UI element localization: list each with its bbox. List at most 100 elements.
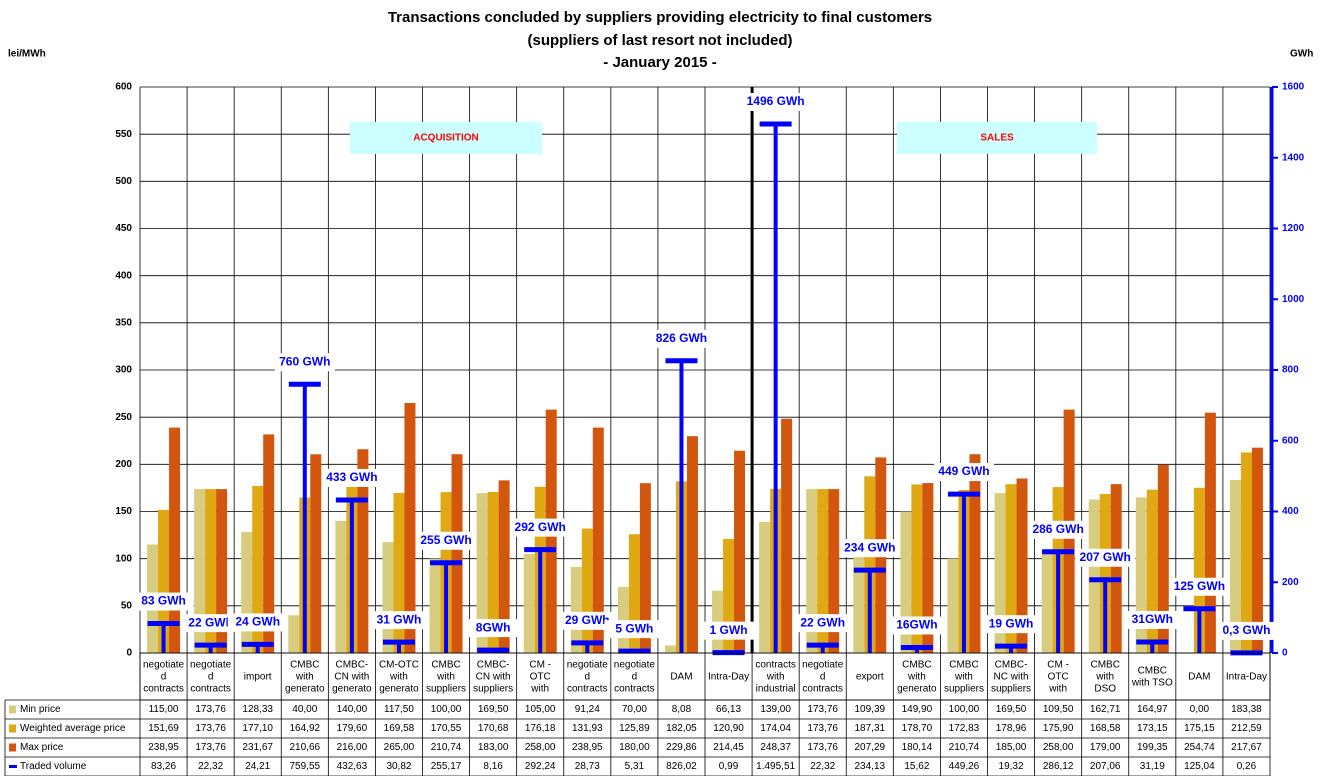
price-bar bbox=[806, 489, 818, 653]
volume-label-bg bbox=[368, 611, 429, 630]
annotation-box bbox=[350, 122, 542, 154]
table-cell: 175,90 bbox=[1043, 723, 1074, 734]
table-cell: 131,93 bbox=[572, 723, 603, 734]
price-bar bbox=[404, 403, 416, 653]
table-cell: 70,00 bbox=[622, 704, 647, 715]
table-cell: 207,06 bbox=[1090, 761, 1121, 772]
table-cell: 125,04 bbox=[1184, 761, 1215, 772]
volume-label-bg bbox=[1216, 621, 1277, 640]
x-tick-label: negotiate d contracts bbox=[614, 659, 656, 694]
volume-label-bg bbox=[227, 613, 288, 632]
table-cell: 24,21 bbox=[245, 761, 270, 772]
volume-label: 22 GWh bbox=[188, 615, 233, 629]
table-cell: 8,16 bbox=[483, 761, 503, 772]
volume-label-bg bbox=[1169, 577, 1230, 596]
volume-label-bg bbox=[416, 531, 477, 550]
volume-label: 22 GWh bbox=[800, 615, 845, 629]
price-bar bbox=[864, 476, 876, 653]
table-cell: 432,63 bbox=[337, 761, 368, 772]
price-bar bbox=[828, 489, 840, 653]
x-tick-label: negotiate d contracts bbox=[567, 659, 609, 694]
table-cell: 168,58 bbox=[1090, 723, 1121, 734]
volume-label-bg bbox=[510, 518, 571, 537]
y2-tick-label: 1000 bbox=[1282, 294, 1305, 305]
price-bar bbox=[357, 449, 369, 653]
volume-label-bg bbox=[557, 611, 618, 630]
y2-tick-label: 1600 bbox=[1282, 82, 1305, 93]
price-bar bbox=[853, 549, 865, 653]
price-bar bbox=[1157, 464, 1169, 653]
x-tick-label: Intra-Day bbox=[708, 671, 749, 682]
x-tick-label: CM-OTC with generato bbox=[379, 659, 419, 694]
price-bar bbox=[158, 509, 170, 653]
price-bar bbox=[994, 493, 1006, 653]
x-tick-label: CMBC with DSO bbox=[1090, 659, 1119, 694]
chart-subtitle: (suppliers of last resort not included) bbox=[527, 32, 792, 49]
price-bar bbox=[382, 542, 394, 653]
table-cell: 5,31 bbox=[625, 761, 645, 772]
y-tick-label: 150 bbox=[115, 506, 132, 517]
price-bar bbox=[252, 485, 264, 653]
table-cell: 174,04 bbox=[760, 723, 791, 734]
table-cell: 187,31 bbox=[854, 723, 885, 734]
x-tick-label: CMBC with TSO bbox=[1131, 665, 1173, 688]
x-tick-label: CMBC-CN with generato bbox=[332, 659, 372, 694]
table-cell: 115,00 bbox=[149, 704, 179, 715]
volume-label: 83 GWh bbox=[141, 594, 186, 608]
price-bar bbox=[1016, 478, 1028, 653]
price-bar bbox=[1099, 493, 1111, 653]
table-cell: 100,00 bbox=[431, 704, 462, 715]
y-tick-label: 200 bbox=[115, 459, 132, 470]
legend-label: Traded volume bbox=[20, 761, 87, 772]
volume-label-bg bbox=[933, 463, 994, 482]
price-bar bbox=[1193, 487, 1205, 653]
y-tick-label: 0 bbox=[126, 648, 132, 659]
y2-tick-label: 200 bbox=[1282, 577, 1299, 588]
table-cell: 180,14 bbox=[902, 742, 933, 753]
table-cell: 759,55 bbox=[289, 761, 320, 772]
price-bar bbox=[817, 489, 829, 653]
volume-label: 826 GWh bbox=[656, 331, 707, 345]
table-cell: 128,33 bbox=[242, 704, 273, 715]
table-cell: 183,38 bbox=[1231, 704, 1262, 715]
price-bar bbox=[664, 645, 676, 653]
price-bar bbox=[969, 454, 981, 653]
table-cell: 185,00 bbox=[996, 742, 1027, 753]
table-cell: 254,74 bbox=[1184, 742, 1215, 753]
price-bar bbox=[487, 491, 499, 653]
table-cell: 179,60 bbox=[337, 723, 368, 734]
table-cell: 258,00 bbox=[1043, 742, 1074, 753]
annotation-box bbox=[897, 122, 1097, 154]
x-tick-label: negotiate d contracts bbox=[802, 659, 844, 694]
table-cell: 173,76 bbox=[807, 723, 838, 734]
y-tick-label: 50 bbox=[121, 600, 133, 611]
price-bar bbox=[263, 434, 275, 653]
volume-label-bg bbox=[981, 615, 1042, 634]
volume-label: 292 GWh bbox=[515, 520, 566, 534]
y2-tick-label: 600 bbox=[1282, 435, 1299, 446]
y2-tick-label: 1200 bbox=[1282, 223, 1305, 234]
table-cell: 175,15 bbox=[1184, 723, 1215, 734]
table-cell: 176,18 bbox=[525, 723, 556, 734]
table-cell: 109,39 bbox=[854, 704, 885, 715]
table-cell: 210,74 bbox=[431, 742, 462, 753]
volume-label: 16GWh bbox=[896, 618, 937, 632]
volume-label: 5 GWh bbox=[615, 621, 653, 635]
volume-label-bg bbox=[886, 616, 947, 635]
table-cell: 231,67 bbox=[242, 742, 273, 753]
table-cell: 139,00 bbox=[760, 704, 791, 715]
x-tick-label: contracts with industrial bbox=[755, 659, 796, 694]
table-cell: 22,32 bbox=[198, 761, 223, 772]
chart-title: Transactions concluded by suppliers prov… bbox=[388, 9, 932, 26]
volume-label: 0,3 GWh bbox=[1222, 623, 1270, 637]
y2-tick-label: 800 bbox=[1282, 365, 1299, 376]
price-bar bbox=[592, 427, 604, 653]
table-cell: 173,15 bbox=[1137, 723, 1168, 734]
table-cell: 229,86 bbox=[666, 742, 697, 753]
volume-label-bg bbox=[180, 614, 241, 633]
price-bar bbox=[686, 436, 698, 653]
table-cell: 19,32 bbox=[999, 761, 1024, 772]
price-bar bbox=[523, 553, 535, 653]
table-cell: 826,02 bbox=[666, 761, 697, 772]
legend-swatch bbox=[9, 705, 16, 714]
